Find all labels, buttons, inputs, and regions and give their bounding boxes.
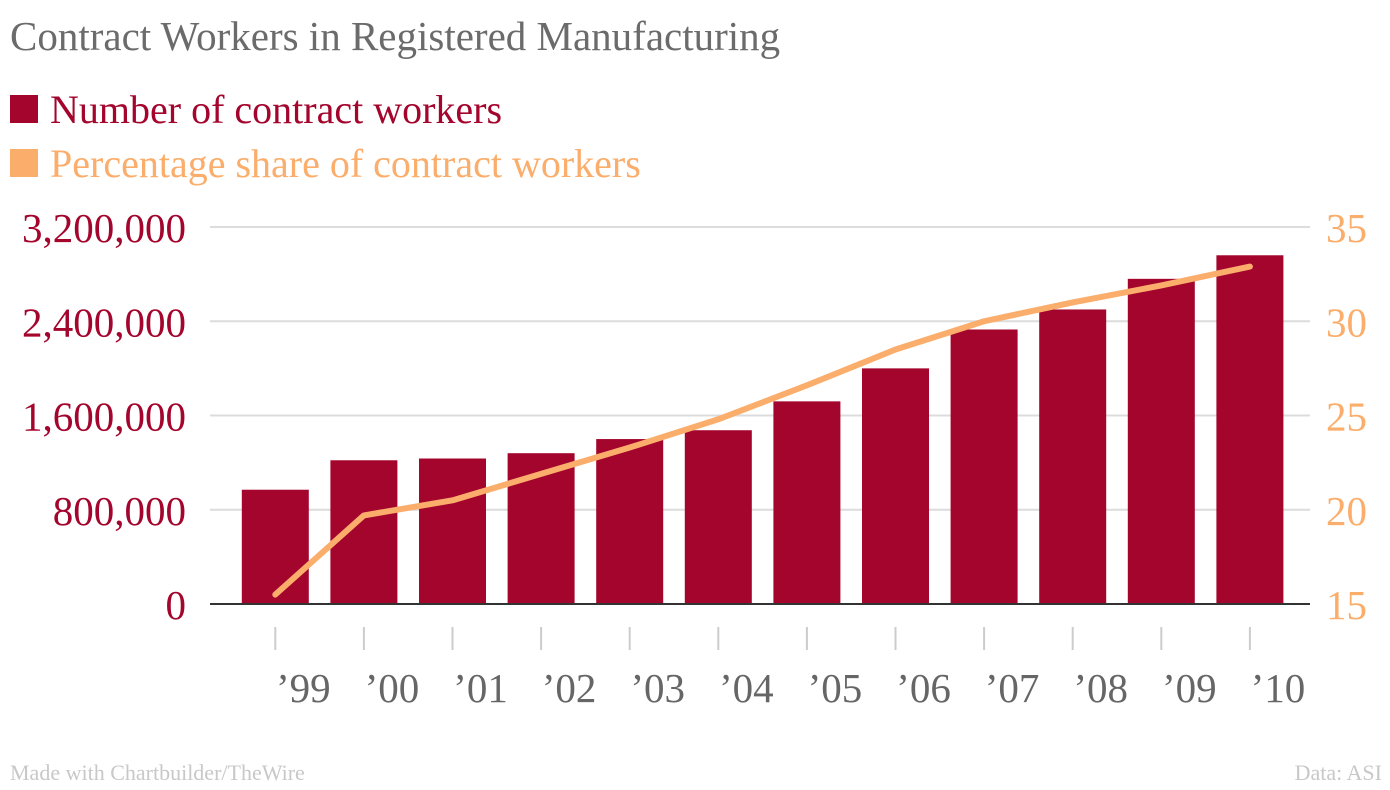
chart-title: Contract Workers in Registered Manufactu… — [10, 13, 781, 59]
bar — [419, 458, 486, 604]
bar — [330, 460, 398, 604]
x-axis-tick-label: ’03 — [630, 665, 685, 711]
x-axis-tick-label: ’99 — [276, 665, 331, 711]
bar — [1216, 255, 1284, 604]
x-axis-tick-label: ’00 — [365, 665, 420, 711]
x-axis-tick-label: ’10 — [1251, 665, 1306, 711]
bar — [950, 329, 1018, 604]
legend-label-percentage-share: Percentage share of contract workers — [50, 140, 641, 186]
right-axis-tick-label: 30 — [1326, 299, 1367, 345]
legend: Number of contract workers Percentage sh… — [10, 82, 641, 190]
legend-item-percentage-share: Percentage share of contract workers — [10, 136, 641, 190]
left-axis-tick-label: 1,600,000 — [22, 394, 186, 440]
legend-item-contract-workers: Number of contract workers — [10, 82, 641, 136]
x-axis-tick-label: ’09 — [1162, 665, 1217, 711]
right-axis-tick-label: 35 — [1326, 205, 1367, 251]
footer-credit: Made with Chartbuilder/TheWire — [10, 760, 305, 785]
left-axis-tick-label: 2,400,000 — [22, 299, 186, 345]
left-axis-tick-label: 3,200,000 — [22, 205, 186, 251]
bar — [241, 489, 309, 604]
x-axis-tick-label: ’02 — [542, 665, 597, 711]
line-series — [272, 263, 1253, 598]
legend-swatch-percentage-share — [10, 149, 38, 177]
footer-source: Data: ASI — [1294, 760, 1382, 785]
left-axis-tick-label: 0 — [166, 582, 187, 628]
legend-label-contract-workers: Number of contract workers — [50, 86, 503, 132]
left-axis-tick-label: 800,000 — [53, 488, 186, 534]
right-axis-tick-label: 15 — [1326, 582, 1367, 628]
bar — [684, 430, 752, 604]
right-axis-tick-label: 25 — [1326, 394, 1367, 440]
x-axis-tick-label: ’05 — [808, 665, 863, 711]
bar — [862, 368, 929, 604]
x-axis-tick-label: ’06 — [896, 665, 951, 711]
x-axis-tick-label: ’04 — [719, 665, 774, 711]
bar — [1127, 278, 1195, 604]
bar — [596, 439, 664, 604]
x-axis-tick-label: ’07 — [985, 665, 1040, 711]
right-axis-tick-label: 20 — [1326, 488, 1367, 534]
legend-swatch-contract-workers — [10, 95, 38, 123]
x-axis-tick-label: ’08 — [1073, 665, 1128, 711]
x-axis-tick-label: ’01 — [453, 665, 508, 711]
bar — [773, 401, 841, 604]
bar — [1039, 309, 1107, 604]
